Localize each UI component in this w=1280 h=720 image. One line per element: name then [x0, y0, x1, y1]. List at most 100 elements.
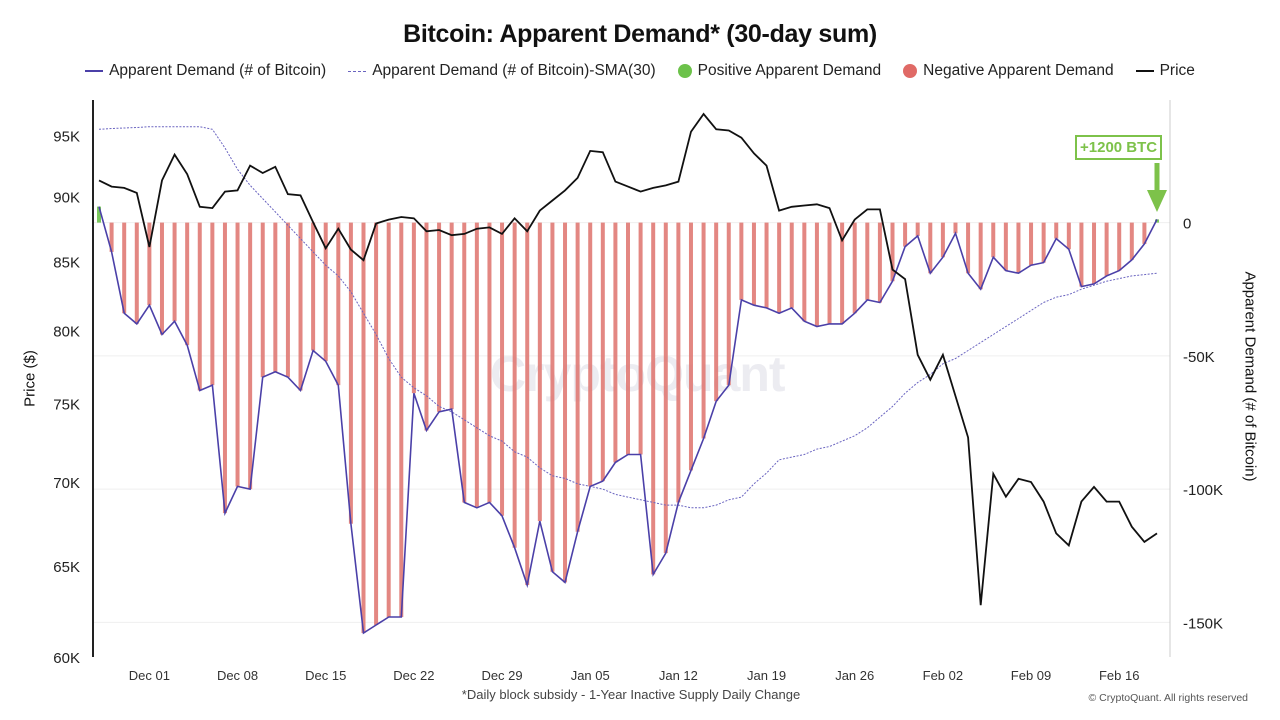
legend-item-sma[interactable]: Apparent Demand (# of Bitcoin)-SMA(30)	[348, 62, 656, 80]
copyright: © CryptoQuant. All rights reserved	[1088, 692, 1248, 704]
negative-demand-bar	[688, 222, 693, 471]
chart-title: Bitcoin: Apparent Demand* (30-day sum)	[403, 20, 877, 48]
negative-demand-bar	[953, 222, 958, 234]
left-tick-label: 75K	[53, 397, 80, 414]
negative-demand-bar	[915, 222, 920, 236]
legend-swatch-green-dot	[677, 64, 692, 78]
legend-swatch-red-dot	[903, 64, 918, 78]
x-tick-label: Feb 09	[1011, 668, 1051, 683]
negative-demand-bar	[487, 222, 492, 503]
axes	[92, 100, 1171, 657]
negative-demand-bar	[109, 222, 114, 252]
tick-labels: 60K 65K 70K 75K 80K 85K 90K 95K 0 -50K -100K -150K D…	[53, 128, 1223, 683]
negative-demand-bar	[613, 222, 618, 463]
negative-demand-bar	[651, 222, 656, 575]
negative-demand-bar	[437, 222, 442, 412]
legend-label: Apparent Demand (# of Bitcoin)	[109, 62, 327, 79]
legend-swatch-dashed	[348, 70, 367, 72]
negative-demand-bar	[940, 222, 945, 258]
x-tick-label: Jan 26	[835, 668, 874, 683]
negative-demand-bar	[147, 222, 152, 306]
left-tick-label: 80K	[53, 323, 80, 340]
negative-demand-bar	[185, 222, 190, 346]
negative-demand-bar	[676, 222, 681, 503]
price-line	[98, 112, 1158, 606]
negative-demand-bar	[134, 222, 139, 324]
x-tick-label: Dec 08	[217, 668, 258, 683]
left-tick-label: 95K	[53, 128, 80, 145]
negative-demand-bar	[172, 222, 177, 322]
negative-demand-bar	[122, 222, 127, 314]
legend-swatch-black-line	[1135, 70, 1154, 72]
negative-demand-bar	[399, 222, 404, 618]
negative-demand-bar	[424, 222, 429, 431]
negative-demand-bar	[323, 222, 328, 362]
negative-demand-bar	[777, 222, 782, 314]
legend: Apparent Demand (# of Bitcoin) Apparent …	[0, 62, 1280, 80]
negative-demand-bar	[814, 222, 819, 327]
negative-demand-bar	[638, 222, 643, 455]
negative-demand-bar	[1016, 222, 1021, 274]
negative-demand-bar	[978, 222, 983, 290]
negative-demand-bar	[248, 222, 253, 490]
x-tick-label: Dec 22	[393, 668, 434, 683]
legend-label: Price	[1159, 62, 1195, 79]
negative-demand-bar	[1041, 222, 1046, 263]
negative-demand-bar	[260, 222, 265, 378]
negative-demand-bar	[411, 222, 416, 394]
legend-swatch-line	[85, 70, 104, 72]
legend-label: Negative Apparent Demand	[923, 62, 1114, 79]
negative-demand-bar	[764, 222, 769, 308]
legend-item-positive[interactable]: Positive Apparent Demand	[677, 62, 881, 80]
negative-demand-bar	[159, 222, 164, 335]
negative-demand-bar	[1092, 222, 1097, 284]
negative-demand-bar	[1142, 222, 1147, 244]
negative-demand-bar	[285, 222, 290, 378]
right-tick-label: -50K	[1183, 349, 1215, 366]
negative-demand-bar	[222, 222, 227, 514]
grid-lines	[93, 222, 1170, 623]
legend-item-negative[interactable]: Negative Apparent Demand	[903, 62, 1114, 80]
negative-demand-bar	[336, 222, 341, 386]
negative-demand-bar	[311, 222, 316, 351]
y-axis-label-right: Apparent Demand (# of Bitcoin)	[1241, 271, 1259, 482]
legend-item-demand[interactable]: Apparent Demand (# of Bitcoin)	[85, 62, 326, 80]
x-tick-label: Jan 12	[659, 668, 698, 683]
x-tick-label: Feb 02	[923, 668, 963, 683]
demand-bars	[97, 206, 1159, 634]
x-tick-label: Dec 01	[129, 668, 170, 683]
legend-item-price[interactable]: Price	[1135, 62, 1195, 80]
negative-demand-bar	[827, 222, 832, 324]
negative-demand-bar	[626, 222, 630, 455]
negative-demand-bar	[210, 222, 215, 386]
negative-demand-bar	[1104, 222, 1109, 276]
negative-demand-bar	[474, 222, 479, 508]
negative-demand-bar	[575, 222, 580, 532]
left-tick-label: 60K	[53, 650, 80, 667]
left-tick-label: 70K	[53, 475, 80, 492]
negative-demand-bar	[966, 222, 971, 274]
negative-demand-bar	[525, 222, 530, 586]
negative-demand-bar	[751, 222, 756, 306]
left-tick-label: 90K	[53, 190, 80, 207]
x-tick-label: Jan 05	[571, 668, 610, 683]
negative-demand-bar	[235, 222, 240, 487]
negative-demand-bar	[890, 222, 895, 282]
negative-demand-bar	[386, 222, 391, 618]
negative-demand-bar	[1129, 222, 1134, 260]
negative-demand-bar	[1117, 222, 1122, 271]
negative-demand-bar	[1066, 222, 1071, 250]
negative-demand-bar	[361, 222, 366, 634]
right-tick-label: -100K	[1183, 482, 1223, 499]
right-tick-label: 0	[1183, 216, 1191, 233]
negative-demand-bar	[802, 222, 807, 322]
annotation-label: +1200 BTC	[1075, 135, 1163, 160]
negative-demand-bar	[563, 222, 568, 583]
x-tick-label: Jan 19	[747, 668, 786, 683]
negative-demand-bar	[600, 222, 605, 482]
negative-demand-bar	[903, 222, 908, 247]
negative-demand-bar	[588, 222, 593, 487]
negative-demand-bar	[512, 222, 517, 548]
negative-demand-bar	[1003, 222, 1008, 271]
